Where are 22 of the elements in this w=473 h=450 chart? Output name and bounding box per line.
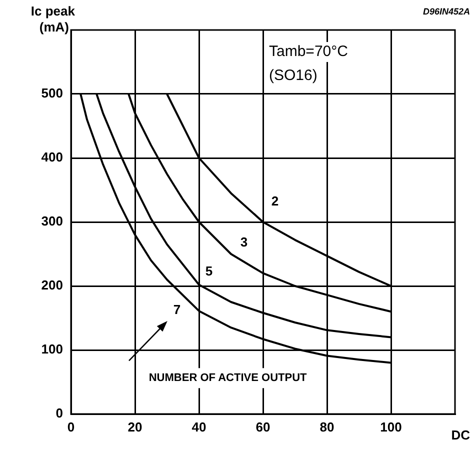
- y-tick-label: 300: [41, 214, 63, 229]
- x-axis-title: DC: [451, 428, 471, 443]
- y-tick-label: 100: [41, 342, 63, 357]
- annotation: Tamb=70°C: [269, 43, 348, 60]
- x-tick-label: 80: [320, 419, 334, 434]
- series-label: 2: [271, 194, 279, 209]
- y-tick-label: 0: [56, 406, 63, 421]
- annotation: (SO16): [269, 67, 318, 84]
- series-label: 7: [173, 302, 181, 318]
- y-tick-label: 400: [41, 150, 63, 165]
- x-tick-label: 20: [128, 419, 142, 434]
- x-tick-label: 40: [192, 419, 206, 434]
- x-tick-label: 0: [67, 419, 75, 434]
- y-axis-title: Ic peak (mA): [30, 4, 76, 35]
- y-tick-label: 500: [41, 86, 63, 101]
- x-tick-label: 60: [256, 419, 270, 434]
- x-tick-label: 100: [380, 419, 402, 434]
- annotation: NUMBER OF ACTIVE OUTPUT: [148, 372, 308, 384]
- series-label: 3: [240, 234, 248, 250]
- text: D96IN452A: [422, 6, 470, 16]
- y-tick-label: 200: [41, 278, 63, 293]
- series-label: 5: [205, 263, 213, 278]
